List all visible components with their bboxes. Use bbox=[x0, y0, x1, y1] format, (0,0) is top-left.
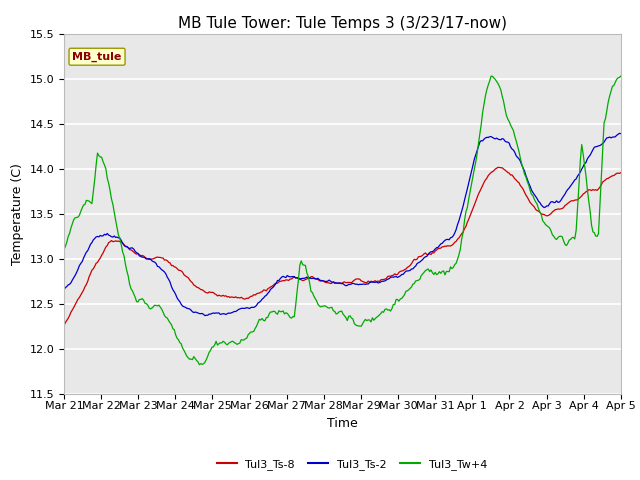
Line: Tul3_Ts-2: Tul3_Ts-2 bbox=[64, 133, 621, 316]
Tul3_Tw+4 bbox=[463, 205, 471, 211]
Tul3_Ts-2 bbox=[617, 131, 625, 136]
Tul3_Tw+4 bbox=[617, 73, 625, 79]
Tul3_Ts-8 bbox=[462, 224, 470, 229]
Tul3_Ts-2 bbox=[412, 263, 419, 269]
Tul3_Ts-2 bbox=[243, 305, 251, 311]
Tul3_Ts-2 bbox=[127, 245, 135, 251]
Title: MB Tule Tower: Tule Temps 3 (3/23/17-now): MB Tule Tower: Tule Temps 3 (3/23/17-now… bbox=[178, 16, 507, 31]
Tul3_Tw+4 bbox=[60, 247, 68, 252]
Tul3_Tw+4 bbox=[282, 310, 290, 316]
Tul3_Ts-8 bbox=[127, 247, 135, 252]
Legend: Tul3_Ts-8, Tul3_Ts-2, Tul3_Tw+4: Tul3_Ts-8, Tul3_Ts-2, Tul3_Tw+4 bbox=[212, 455, 492, 474]
Tul3_Ts-2 bbox=[467, 174, 474, 180]
Tul3_Ts-2 bbox=[201, 313, 209, 319]
Text: MB_tule: MB_tule bbox=[72, 51, 122, 62]
Tul3_Ts-8 bbox=[60, 323, 68, 328]
Tul3_Ts-8 bbox=[617, 170, 625, 176]
Tul3_Ts-8 bbox=[241, 296, 249, 302]
Tul3_Tw+4 bbox=[467, 189, 474, 194]
Tul3_Ts-8 bbox=[281, 278, 289, 284]
X-axis label: Time: Time bbox=[327, 417, 358, 430]
Tul3_Ts-8 bbox=[494, 165, 502, 170]
Tul3_Ts-8 bbox=[465, 216, 472, 222]
Line: Tul3_Tw+4: Tul3_Tw+4 bbox=[64, 76, 621, 365]
Tul3_Ts-2 bbox=[616, 131, 623, 136]
Tul3_Tw+4 bbox=[196, 362, 204, 368]
Tul3_Ts-2 bbox=[60, 287, 68, 292]
Y-axis label: Temperature (C): Temperature (C) bbox=[11, 163, 24, 264]
Tul3_Tw+4 bbox=[243, 335, 251, 341]
Tul3_Ts-2 bbox=[282, 275, 290, 280]
Tul3_Ts-8 bbox=[410, 256, 418, 262]
Line: Tul3_Ts-8: Tul3_Ts-8 bbox=[64, 168, 621, 325]
Tul3_Ts-2 bbox=[463, 186, 471, 192]
Tul3_Tw+4 bbox=[412, 278, 419, 284]
Tul3_Tw+4 bbox=[127, 286, 135, 291]
